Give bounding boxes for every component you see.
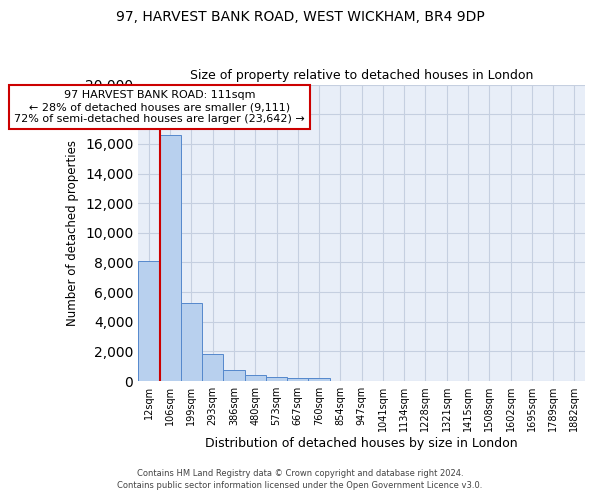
Text: 97, HARVEST BANK ROAD, WEST WICKHAM, BR4 9DP: 97, HARVEST BANK ROAD, WEST WICKHAM, BR4… — [116, 10, 484, 24]
Bar — [266, 377, 287, 381]
Bar — [138, 261, 160, 381]
Bar — [223, 370, 245, 381]
Bar — [160, 135, 181, 381]
Y-axis label: Number of detached properties: Number of detached properties — [67, 140, 79, 326]
Bar — [245, 376, 266, 381]
Bar — [202, 354, 223, 381]
Text: 97 HARVEST BANK ROAD: 111sqm
← 28% of detached houses are smaller (9,111)
72% of: 97 HARVEST BANK ROAD: 111sqm ← 28% of de… — [14, 90, 305, 124]
Title: Size of property relative to detached houses in London: Size of property relative to detached ho… — [190, 69, 533, 82]
Text: Contains HM Land Registry data © Crown copyright and database right 2024.
Contai: Contains HM Land Registry data © Crown c… — [118, 468, 482, 490]
Bar — [287, 378, 308, 381]
X-axis label: Distribution of detached houses by size in London: Distribution of detached houses by size … — [205, 437, 518, 450]
Bar — [181, 302, 202, 381]
Bar — [308, 378, 330, 381]
